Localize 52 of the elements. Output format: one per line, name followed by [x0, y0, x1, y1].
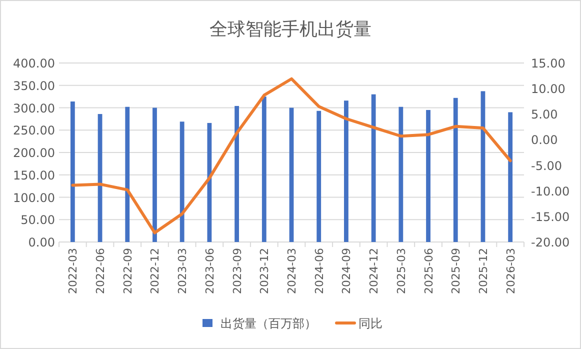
y2-tick-label: 15.00: [531, 56, 566, 70]
chart-title: 全球智能手机出货量: [210, 19, 372, 40]
y2-tick-label: 0.00: [531, 133, 558, 148]
bar: [426, 110, 430, 242]
x-tick-label: 2026-03: [504, 248, 518, 294]
y-tick-label: 300.00: [13, 101, 55, 116]
x-tick-label: 2023-09: [230, 248, 244, 294]
legend-label: 同比: [358, 316, 382, 330]
x-tick-label: 2023-03: [176, 248, 190, 294]
x-tick-label: 2025-09: [450, 248, 463, 294]
x-tick-label: 2023-06: [203, 248, 216, 294]
bar: [453, 98, 458, 242]
legend-label: 出货量（百万部）: [220, 316, 316, 330]
y-tick-label: 50.00: [20, 213, 55, 228]
y-tick-label: 100.00: [13, 190, 55, 205]
bar: [371, 94, 376, 242]
y2-tick-label: 10.00: [531, 82, 566, 96]
x-tick-label: 2023-12: [258, 248, 272, 294]
y2-tick-label: -20.00: [531, 236, 570, 250]
bar: [234, 106, 239, 242]
x-tick-label: 2025-03: [394, 248, 408, 294]
bar: [152, 108, 157, 242]
bar: [125, 106, 130, 242]
y-tick-label: 250.00: [13, 124, 55, 138]
y-tick-label: 0.00: [28, 236, 55, 250]
bar: [398, 106, 404, 242]
bar: [70, 101, 75, 242]
x-tick-label: 2025-12: [476, 248, 490, 294]
y2-tick-label: -5.00: [531, 158, 562, 173]
y-tick-label: 200.00: [13, 146, 55, 160]
x-tick-label: 2024-06: [312, 248, 326, 294]
bar: [508, 112, 513, 242]
bar: [344, 100, 348, 242]
x-tick-label: 2024-09: [340, 248, 354, 294]
y-tick-label: 150.00: [13, 168, 55, 182]
x-tick-label: 2022-03: [66, 248, 80, 294]
y-tick-label: 400.00: [13, 56, 55, 70]
bar: [180, 122, 184, 242]
x-tick-label: 2022-09: [121, 248, 134, 294]
bar: [262, 96, 266, 242]
bar: [207, 122, 212, 242]
bar: [316, 110, 322, 242]
x-tick-label: 2024-03: [286, 248, 298, 294]
x-tick-label: 2022-12: [148, 248, 162, 294]
y-tick-label: 350.00: [13, 78, 55, 93]
x-tick-label: 2022-06: [94, 248, 108, 294]
y2-tick-label: -15.00: [531, 210, 570, 224]
y2-tick-label: 5.00: [531, 108, 558, 122]
x-tick-label: 2025-06: [422, 248, 436, 294]
bar: [289, 108, 294, 242]
x-tick-label: 2024-12: [368, 248, 381, 294]
y2-tick-label: -10.00: [531, 184, 570, 198]
